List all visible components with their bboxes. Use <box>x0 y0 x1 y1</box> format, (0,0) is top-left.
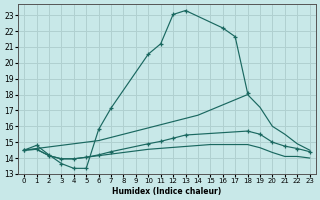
X-axis label: Humidex (Indice chaleur): Humidex (Indice chaleur) <box>112 187 221 196</box>
